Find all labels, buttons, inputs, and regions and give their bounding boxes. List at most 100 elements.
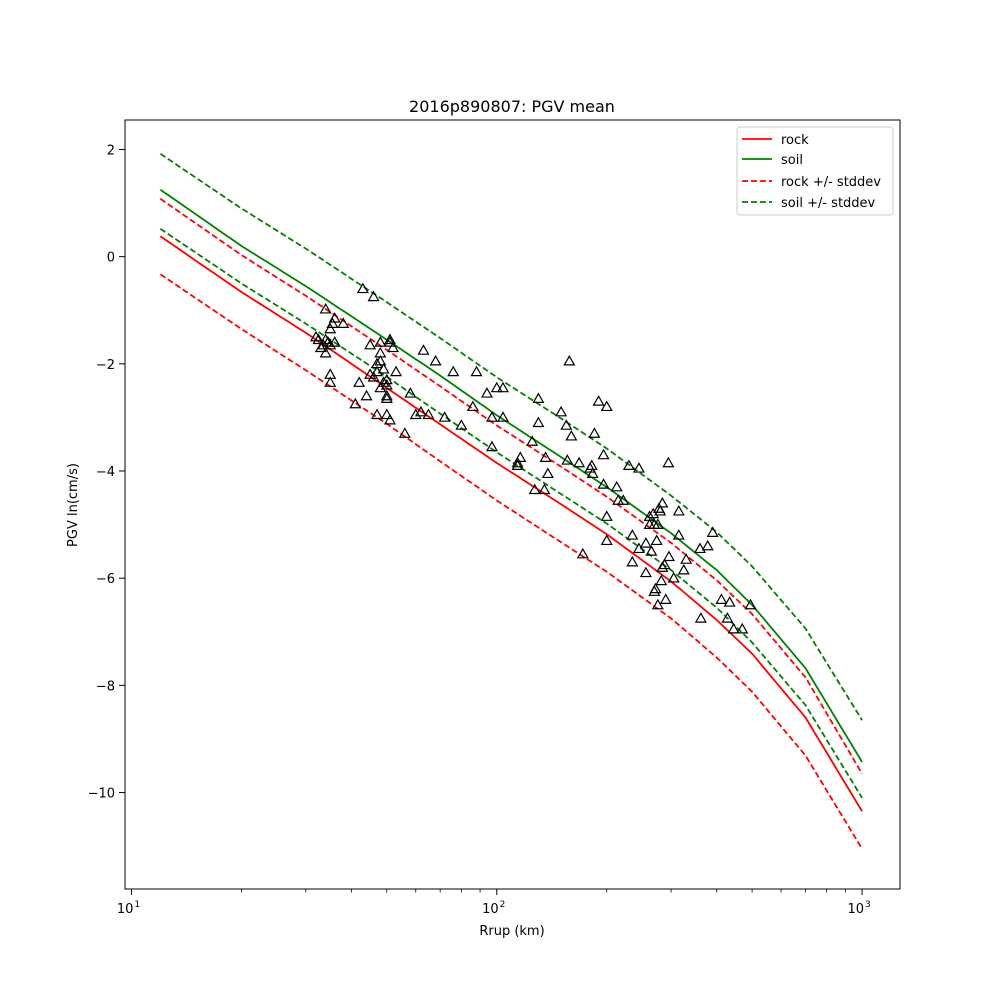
observation-point — [727, 622, 740, 634]
legend-label-rock: rock — [781, 133, 809, 148]
observation-point — [455, 419, 468, 430]
observation-point — [654, 504, 667, 516]
observation-point — [626, 555, 639, 567]
observation-point — [367, 290, 380, 302]
observation-point — [561, 454, 574, 465]
observation-point — [701, 539, 714, 551]
observation-point — [356, 282, 369, 294]
observation-point — [677, 563, 690, 575]
observation-point — [514, 451, 527, 462]
observation-point — [386, 341, 400, 353]
observation-point — [600, 534, 613, 546]
observation-point — [374, 354, 387, 366]
observation-point — [314, 341, 327, 353]
observation-point — [649, 582, 662, 594]
observation-point — [672, 529, 685, 540]
observation-point — [417, 344, 430, 355]
observation-point — [312, 333, 325, 345]
observation-point — [592, 395, 605, 406]
observation-point — [563, 354, 576, 366]
observation-point — [538, 483, 551, 495]
observation-point — [526, 435, 539, 446]
observation-point — [324, 376, 337, 387]
legend-box — [736, 126, 894, 216]
observation-point — [597, 448, 610, 460]
plot-area — [125, 120, 900, 889]
observation-point — [511, 456, 524, 468]
observation-point — [380, 408, 393, 420]
observation-point — [659, 593, 672, 604]
y-axis-title: PGV ln(cm/s) — [66, 463, 81, 547]
legend-label-rock-stddev: rock +/- stddev — [781, 175, 881, 190]
observation-point — [360, 389, 373, 401]
observation-point — [380, 392, 393, 404]
observation-point — [600, 510, 613, 521]
observations-layer — [309, 282, 757, 634]
observation-point — [655, 574, 668, 586]
plot-frame — [124, 119, 901, 890]
curves-layer — [159, 153, 863, 850]
observation-point — [380, 373, 393, 385]
observation-point — [480, 387, 493, 398]
observation-point — [667, 571, 680, 583]
series-line-2 — [159, 198, 863, 775]
observation-point — [539, 451, 552, 462]
x-axis-title: Rrup (km) — [479, 924, 544, 939]
observation-point — [532, 392, 545, 404]
observation-point — [639, 537, 652, 548]
observation-point — [422, 408, 435, 420]
series-line-5 — [159, 228, 863, 799]
observation-point — [383, 413, 396, 425]
observation-point — [693, 542, 707, 554]
observation-point — [319, 346, 332, 358]
observation-point — [600, 400, 613, 412]
observation-point — [651, 598, 664, 610]
legend-label-soil: soil — [781, 153, 803, 168]
observation-point — [324, 338, 337, 350]
observation-point — [370, 357, 384, 369]
observation-point — [337, 317, 350, 328]
observation-point — [656, 496, 669, 508]
observation-point — [586, 467, 599, 479]
observation-point — [383, 333, 396, 345]
y-tick-label: 2 — [107, 143, 115, 158]
observation-point — [706, 526, 719, 537]
legend-label-soil-stddev: soil +/- stddev — [781, 196, 876, 211]
observation-point — [496, 411, 510, 422]
observation-point — [321, 336, 334, 347]
observation-point — [429, 354, 442, 366]
observation-point — [632, 542, 645, 554]
observation-point — [438, 411, 451, 422]
series-line-1 — [159, 188, 863, 763]
observation-point — [511, 459, 524, 470]
observation-point — [573, 456, 586, 468]
observation-point — [617, 494, 630, 505]
observation-point — [398, 427, 411, 438]
observation-point — [694, 612, 707, 623]
series-line-3 — [159, 273, 863, 850]
observation-point — [651, 518, 664, 529]
observation-point — [328, 336, 341, 347]
observation-point — [383, 336, 396, 347]
observation-point — [576, 547, 589, 559]
chart-title: 2016p890807: PGV mean — [409, 97, 615, 116]
observation-point — [744, 598, 757, 610]
observation-point — [374, 336, 387, 347]
observation-point — [319, 302, 332, 314]
y-tick-label: −10 — [88, 787, 115, 802]
observation-point — [309, 330, 323, 342]
observation-point — [723, 596, 736, 607]
observation-point — [490, 381, 503, 393]
observation-point — [326, 317, 339, 328]
observation-point — [353, 376, 366, 387]
observation-point — [645, 545, 658, 556]
y-tick-label: −6 — [96, 572, 115, 587]
observation-point — [317, 338, 330, 350]
series-line-0 — [159, 235, 863, 812]
observation-point — [319, 333, 332, 345]
observation-point — [680, 553, 693, 564]
observation-point — [672, 504, 685, 516]
observation-point — [380, 389, 393, 401]
legend: rock soil rock +/- stddev soil +/- stdde… — [736, 126, 894, 216]
